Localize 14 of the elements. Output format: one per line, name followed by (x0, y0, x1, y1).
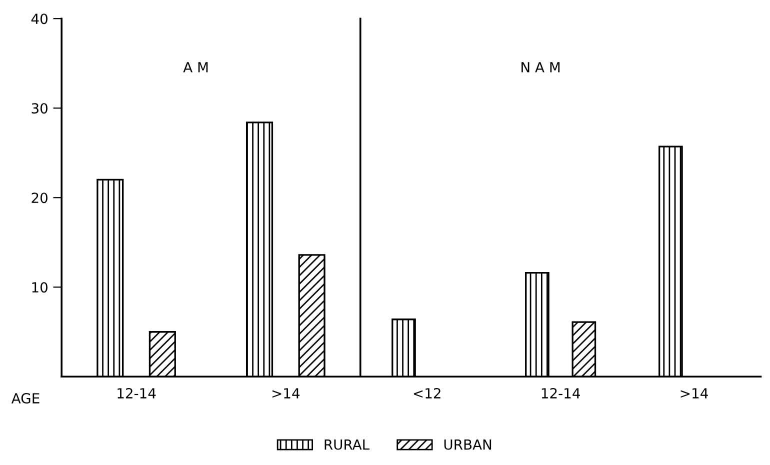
legend-label: RURAL (324, 439, 370, 450)
x-tick-label: 12-14 (542, 388, 580, 398)
x-tick-label: >14 (680, 388, 708, 398)
y-tick-label: 40 (31, 14, 48, 24)
y-tick-label: 30 (32, 103, 48, 114)
x-tick-label: >14 (272, 388, 300, 398)
x-tick-label: <12 (414, 388, 440, 398)
x-tick-label: 12-14 (118, 388, 156, 398)
annotation: A M (183, 62, 208, 72)
x-axis-title: AGE (11, 393, 40, 404)
y-tick-label: 20 (32, 192, 48, 204)
y-tick-label: 10 (32, 282, 48, 293)
annotation: N A M (522, 62, 560, 72)
legend-label: URBAN (444, 439, 492, 450)
